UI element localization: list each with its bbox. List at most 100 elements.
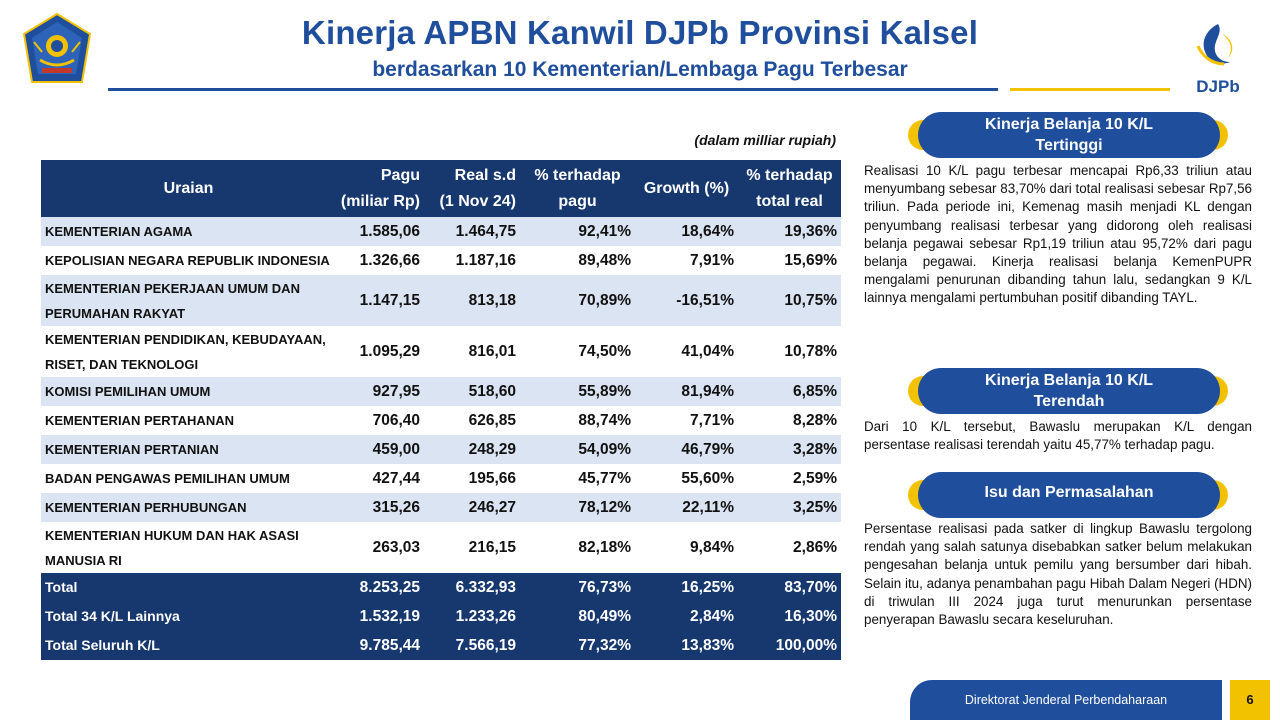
table-row: KOMISI PEMILIHAN UMUM 927,95 518,60 55,89% 8… — [41, 377, 841, 406]
cell-growth: -16,51% — [635, 275, 738, 326]
cell-real: 6.332,93 — [424, 573, 520, 602]
cell-growth: 9,84% — [635, 522, 738, 573]
cell-pct-total: 83,70% — [738, 573, 841, 602]
cell-pct-total: 3,25% — [738, 493, 841, 522]
header-growth: Growth (%) — [635, 160, 738, 217]
text-issues: Persentase realisasi pada satker di ling… — [864, 521, 1252, 628]
cell-pct-total: 10,78% — [738, 326, 841, 377]
cell-growth: 2,84% — [635, 602, 738, 631]
unit-note: (dalam milliar rupiah) — [694, 132, 836, 148]
table-row: KEMENTERIAN AGAMA 1.585,06 1.464,75 92,41% 1… — [41, 217, 841, 246]
row-name: Total 34 K/L Lainnya — [41, 602, 336, 631]
cell-growth: 7,71% — [635, 406, 738, 435]
djpb-swoosh-icon — [1196, 24, 1233, 66]
row-name-line: KEMENTERIAN PERHUBUNGAN — [45, 500, 247, 515]
cell-pct-pagu: 77,32% — [520, 631, 635, 660]
cell-pct-pagu: 89,48% — [520, 246, 635, 275]
cell-growth: 81,94% — [635, 377, 738, 406]
kemenkeu-logo — [22, 12, 92, 83]
cell-real: 518,60 — [424, 377, 520, 406]
row-name: KEMENTERIAN HUKUM DAN HAK ASASI MANUSIA R… — [41, 522, 336, 573]
cell-growth: 55,60% — [635, 464, 738, 493]
table-row: KEMENTERIAN PERTANIAN 459,00 248,29 54,09% 4… — [41, 435, 841, 464]
row-name-line: RISET, DAN TEKNOLOGI — [45, 356, 199, 372]
cell-pct-pagu: 55,89% — [520, 377, 635, 406]
cell-pagu: 263,03 — [336, 522, 424, 573]
row-name: KEMENTERIAN PEKERJAAN UMUM DAN PERUMAHAN … — [41, 275, 336, 326]
cell-real: 246,27 — [424, 493, 520, 522]
cell-pagu: 706,40 — [336, 406, 424, 435]
cell-growth: 16,25% — [635, 573, 738, 602]
page-title: Kinerja APBN Kanwil DJPb Provinsi Kalsel — [301, 14, 979, 51]
total-row: Total Seluruh K/L 9.785,44 7.566,19 77,32% 1… — [41, 631, 841, 660]
row-name: KEMENTERIAN AGAMA — [41, 217, 336, 246]
header-pct-pagu: % terhadap pagu — [520, 160, 635, 217]
total-row: Total 8.253,25 6.332,93 76,73% 16,25% 83,70% — [41, 573, 841, 602]
cell-real: 195,66 — [424, 464, 520, 493]
cell-pagu: 427,44 — [336, 464, 424, 493]
cell-pagu: 459,00 — [336, 435, 424, 464]
cell-real: 216,15 — [424, 522, 520, 573]
cell-pagu: 1.326,66 — [336, 246, 424, 275]
row-name-line: KEMENTERIAN PEKERJAAN UMUM DAN — [45, 280, 300, 296]
cell-pct-pagu: 92,41% — [520, 217, 635, 246]
cell-pagu: 315,26 — [336, 493, 424, 522]
table-row: KEMENTERIAN PENDIDIKAN, KEBUDAYAAN, RISET… — [41, 326, 841, 377]
row-name: KEMENTERIAN PENDIDIKAN, KEBUDAYAAN, RISET… — [41, 326, 336, 377]
header-real: Real s.d (1 Nov 24) — [424, 160, 520, 217]
cell-pct-total: 10,75% — [738, 275, 841, 326]
cell-real: 1.187,16 — [424, 246, 520, 275]
cell-real: 626,85 — [424, 406, 520, 435]
row-name-line: KOMISI PEMILIHAN UMUM — [45, 384, 211, 399]
row-name-line: Total Seluruh K/L — [45, 637, 160, 653]
cell-growth: 13,83% — [635, 631, 738, 660]
cell-pct-total: 15,69% — [738, 246, 841, 275]
table-row: KEMENTERIAN PERTAHANAN 706,40 626,85 88,74%… — [41, 406, 841, 435]
page-number: 6 — [1230, 680, 1270, 720]
cell-pct-pagu: 54,09% — [520, 435, 635, 464]
cell-real: 1.464,75 — [424, 217, 520, 246]
total-row: Total 34 K/L Lainnya 1.532,19 1.233,26 80,4… — [41, 602, 841, 631]
row-name-line: KEMENTERIAN PERTAHANAN — [45, 413, 234, 428]
row-name-line: KEPOLISIAN NEGARA REPUBLIK INDONESIA — [45, 253, 330, 268]
table-row: KEPOLISIAN NEGARA REPUBLIK INDONESIA 1.32… — [41, 246, 841, 275]
cell-pct-total: 8,28% — [738, 406, 841, 435]
cell-pct-pagu: 70,89% — [520, 275, 635, 326]
cell-pct-total: 6,85% — [738, 377, 841, 406]
section-title-highest: Kinerja Belanja 10 K/L Tertinggi — [918, 112, 1220, 158]
row-name-line: PERUMAHAN RAKYAT — [45, 305, 186, 321]
table-row: BADAN PENGAWAS PEMILIHAN UMUM 427,44 195,6… — [41, 464, 841, 493]
cell-growth: 46,79% — [635, 435, 738, 464]
cell-pct-pagu: 82,18% — [520, 522, 635, 573]
row-name-line: Total 34 K/L Lainnya — [45, 608, 180, 624]
row-name: KEMENTERIAN PERHUBUNGAN — [41, 493, 336, 522]
text-highest: Realisasi 10 K/L pagu terbesar mencapai … — [864, 163, 1252, 306]
cell-real: 813,18 — [424, 275, 520, 326]
row-name: Total — [41, 573, 336, 602]
section-title-issues: Isu dan Permasalahan — [918, 472, 1220, 518]
row-name-line: Total — [45, 579, 78, 595]
cell-pagu: 9.785,44 — [336, 631, 424, 660]
cell-pct-pagu: 88,74% — [520, 406, 635, 435]
footer-org: Direktorat Jenderal Perbendaharaan — [910, 680, 1222, 720]
cell-growth: 7,91% — [635, 246, 738, 275]
djpb-logo: DJPb — [1188, 20, 1248, 96]
header-uraian: Uraian — [41, 160, 336, 217]
page-subtitle: berdasarkan 10 Kementerian/Lembaga Pagu … — [372, 58, 908, 81]
cell-pagu: 1.532,19 — [336, 602, 424, 631]
cell-pct-pagu: 74,50% — [520, 326, 635, 377]
row-name-line: KEMENTERIAN HUKUM DAN HAK ASASI — [45, 527, 299, 543]
cell-real: 7.566,19 — [424, 631, 520, 660]
cell-growth: 22,11% — [635, 493, 738, 522]
cell-growth: 41,04% — [635, 326, 738, 377]
cell-pct-total: 19,36% — [738, 217, 841, 246]
cell-pct-total: 100,00% — [738, 631, 841, 660]
cell-pct-pagu: 78,12% — [520, 493, 635, 522]
row-name-line: KEMENTERIAN PERTANIAN — [45, 442, 219, 457]
section-title-lowest: Kinerja Belanja 10 K/L Terendah — [918, 368, 1220, 414]
cell-pagu: 927,95 — [336, 377, 424, 406]
header-pagu: Pagu (miliar Rp) — [336, 160, 424, 217]
djpb-logo-text: DJPb — [1196, 77, 1240, 96]
kl-performance-table: Uraian Pagu (miliar Rp) Real s.d (1 Nov 24… — [41, 160, 841, 660]
row-name: KEMENTERIAN PERTAHANAN — [41, 406, 336, 435]
